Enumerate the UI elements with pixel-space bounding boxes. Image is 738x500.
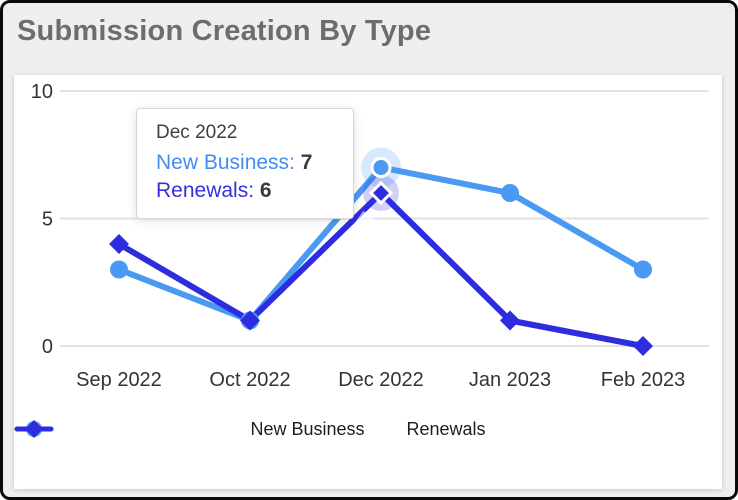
tooltip-label-renewals: Renewals: <box>156 179 255 202</box>
svg-text:0: 0 <box>42 336 53 358</box>
svg-text:Oct 2022: Oct 2022 <box>209 369 290 391</box>
tooltip-label-new-business: New Business: <box>156 151 295 174</box>
chart-tooltip: Dec 2022 New Business: 7 Renewals: 6 <box>136 108 354 219</box>
tooltip-row-new-business: New Business: 7 <box>156 151 353 175</box>
svg-text:Jan 2023: Jan 2023 <box>469 369 551 391</box>
svg-text:5: 5 <box>42 209 53 231</box>
legend-item-new-business[interactable]: New Business <box>14 419 365 440</box>
legend-label-new-business: New Business <box>250 419 365 439</box>
legend-item-renewals[interactable]: Renewals <box>14 419 486 440</box>
chart-panel: 0 5 10 Sep 2022 Oct 2022 Dec 2022 Jan 2023 Feb … <box>14 75 722 489</box>
svg-text:Sep 2022: Sep 2022 <box>76 369 162 391</box>
legend-label-renewals: Renewals <box>406 419 486 439</box>
chart-legend: New Business Renewals <box>14 419 722 440</box>
svg-text:Dec 2022: Dec 2022 <box>338 369 424 391</box>
svg-text:Feb 2023: Feb 2023 <box>601 369 686 391</box>
line-chart[interactable]: 0 5 10 Sep 2022 Oct 2022 Dec 2022 Jan 2023 Feb … <box>14 75 722 489</box>
tooltip-value-new-business: 7 <box>300 151 313 174</box>
tooltip-value-renewals: 6 <box>259 179 272 202</box>
diamond-marker-icon <box>14 420 54 438</box>
tooltip-row-renewals: Renewals: 6 <box>156 179 353 203</box>
svg-text:10: 10 <box>31 81 53 103</box>
tooltip-title: Dec 2022 <box>156 122 238 143</box>
page-title: Submission Creation By Type <box>17 15 432 47</box>
